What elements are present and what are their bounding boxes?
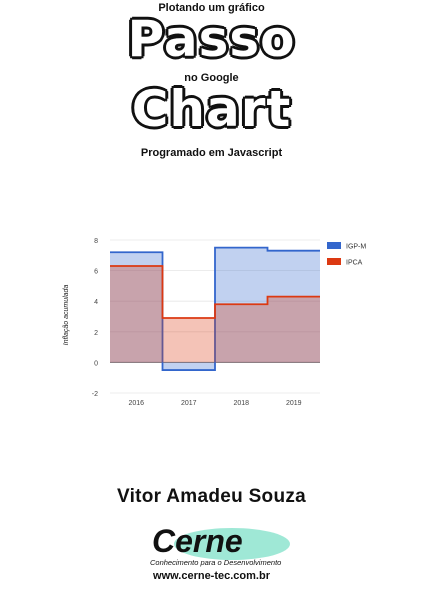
logo-swoosh xyxy=(174,528,290,560)
x-tick-label: 2018 xyxy=(233,400,249,407)
website-url: www.cerne-tec.com.br xyxy=(153,570,270,582)
y-tick-label: -2 xyxy=(92,391,98,398)
cover-top-line: Plotando um gráfico xyxy=(158,2,265,14)
cerne-logo: Cerne Conhecimento para o Desenvolviment… xyxy=(150,523,290,567)
x-tick-label: 2019 xyxy=(286,400,302,407)
x-tick-label: 2016 xyxy=(128,400,144,407)
logo-tagline: Conhecimento para o Desenvolvimento xyxy=(150,558,281,567)
chart-axes: -2 0 2 4 6 8 2016 2017 2018 2019 xyxy=(92,238,302,407)
legend-label: IPCA xyxy=(346,260,363,267)
y-tick-label: 4 xyxy=(94,299,98,306)
y-tick-label: 6 xyxy=(94,269,98,276)
chart-grid xyxy=(110,239,320,394)
y-tick-label: 0 xyxy=(94,360,98,367)
cover-title-word-2: Chart xyxy=(130,79,292,140)
series-line xyxy=(110,265,320,319)
y-tick-label: 2 xyxy=(94,330,98,337)
stepped-area-chart: -2 0 2 4 6 8 2016 2017 2018 2019 IGP-M IPCA Inflaç… xyxy=(63,238,366,407)
cover-subtitle: Programado em Javascript xyxy=(140,147,283,159)
legend-label: IGP-M xyxy=(346,244,366,251)
y-axis-label: Inflação acumulada xyxy=(63,285,70,346)
chart-series xyxy=(110,246,320,371)
author-name: Vitor Amadeu Souza xyxy=(116,486,307,507)
y-tick-label: 8 xyxy=(94,238,98,245)
legend-swatch xyxy=(327,242,341,249)
cover-title-word-1: Passo xyxy=(126,9,296,70)
x-tick-label: 2017 xyxy=(181,400,197,407)
legend-swatch xyxy=(327,258,341,265)
chart-legend: IGP-M IPCA xyxy=(327,242,366,267)
cover-mid-line: no Google xyxy=(184,72,239,84)
logo-wordmark: Cerne xyxy=(152,523,243,559)
